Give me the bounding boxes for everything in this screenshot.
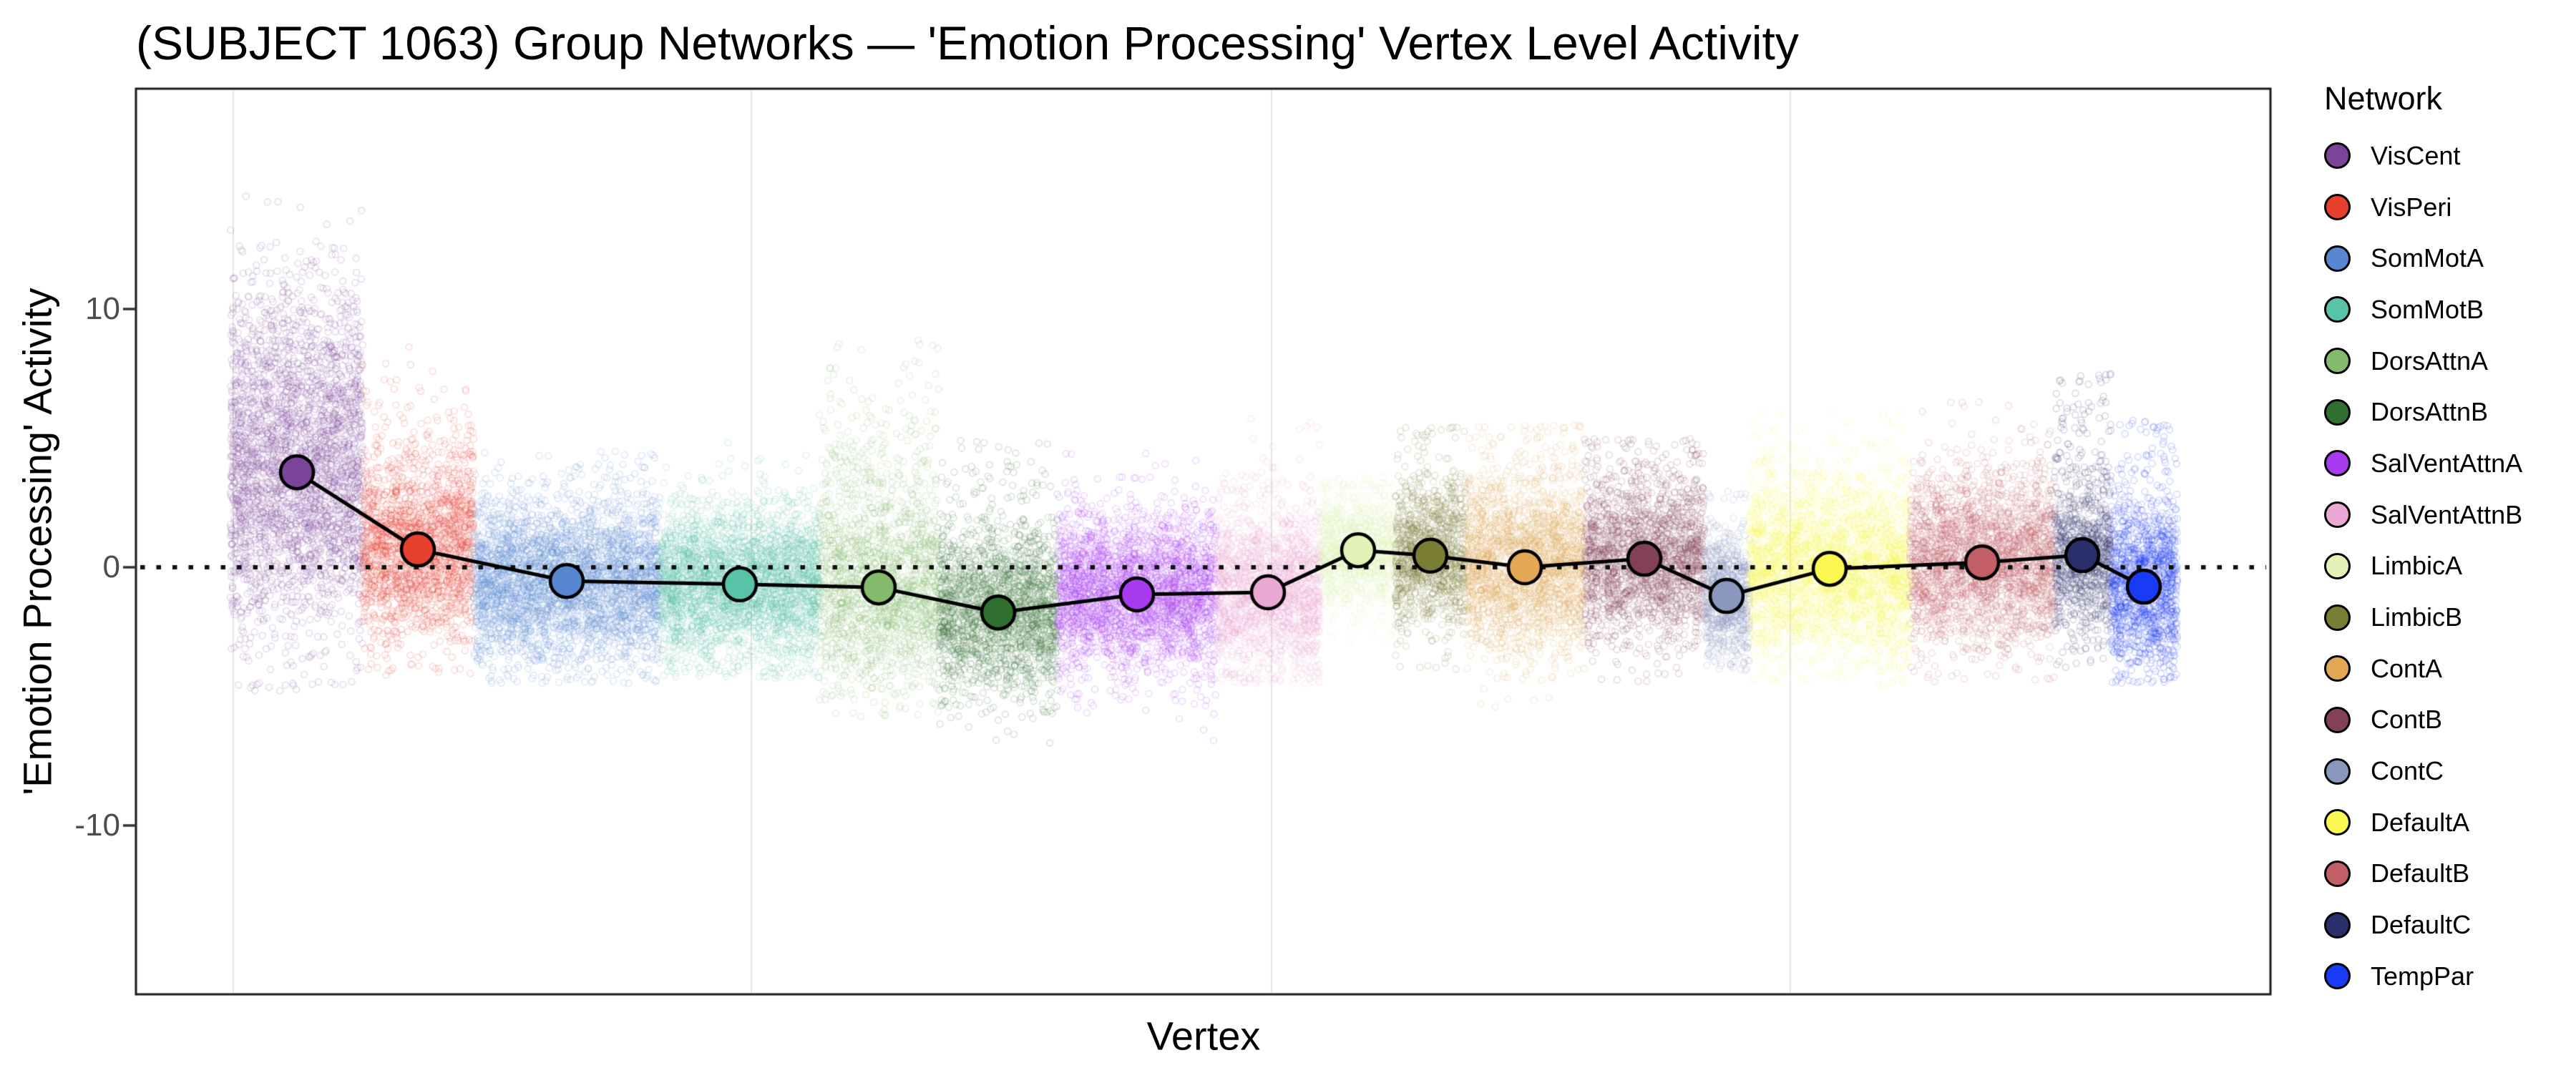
y-tick-label-10: 10 [85, 291, 120, 326]
legend-item-label: ContB [2371, 705, 2443, 735]
legend-item: VisPeri [2324, 182, 2522, 233]
legend-item: LimbicA [2324, 541, 2522, 592]
legend-swatch-icon [2324, 245, 2351, 272]
legend-item-label: SomMotA [2371, 243, 2484, 273]
legend-item: ContC [2324, 745, 2522, 797]
legend-swatch-icon [2324, 911, 2351, 939]
legend-item: SalVentAttnA [2324, 438, 2522, 489]
x-axis-title: Vertex [1146, 1013, 1261, 1059]
legend-item-label: VisPeri [2371, 192, 2452, 222]
legend-item-label: ContA [2371, 653, 2443, 683]
chart-title: (SUBJECT 1063) Group Networks — 'Emotion… [136, 16, 1799, 69]
legend-item: ContB [2324, 695, 2522, 746]
legend-item: DefaultB [2324, 848, 2522, 900]
legend-swatch-icon [2324, 296, 2351, 323]
legend-swatch-icon [2324, 552, 2351, 579]
legend-item: VisCent [2324, 130, 2522, 182]
legend-item-label: VisCent [2371, 140, 2461, 170]
legend-swatch-icon [2324, 758, 2351, 785]
legend-item: DefaultA [2324, 797, 2522, 848]
legend-item-label: SalVentAttnA [2371, 448, 2523, 478]
legend-swatch-icon [2324, 450, 2351, 477]
legend-list: VisCent VisPeri SomMotA SomMotB DorsAttn… [2324, 130, 2522, 1002]
legend-swatch-icon [2324, 655, 2351, 682]
legend-item-label: LimbicB [2371, 602, 2463, 632]
legend-item: TempPar [2324, 951, 2522, 1002]
legend-swatch-icon [2324, 398, 2351, 426]
y-axis-title: 'Emotion Processing' Activity [14, 288, 60, 795]
legend-swatch-icon [2324, 194, 2351, 221]
legend-swatch-icon [2324, 501, 2351, 529]
legend-swatch-icon [2324, 142, 2351, 170]
legend-item: SomMotB [2324, 284, 2522, 335]
legend-item: DorsAttnA [2324, 335, 2522, 387]
legend-item-label: LimbicA [2371, 551, 2463, 581]
legend-item-label: DorsAttnB [2371, 397, 2489, 427]
legend-swatch-icon [2324, 604, 2351, 631]
legend-item: DefaultC [2324, 899, 2522, 951]
legend-item: SalVentAttnB [2324, 489, 2522, 541]
legend-item-label: SalVentAttnB [2371, 499, 2523, 529]
legend-item-label: SomMotB [2371, 294, 2484, 324]
legend-item-label: ContC [2371, 756, 2444, 786]
legend-swatch-icon [2324, 348, 2351, 375]
legend-item-label: DefaultC [2371, 910, 2472, 940]
legend-swatch-icon [2324, 963, 2351, 990]
legend-item: ContA [2324, 643, 2522, 695]
legend-item-label: DefaultA [2371, 807, 2470, 837]
legend-item-label: DefaultB [2371, 858, 2470, 888]
legend-item: LimbicB [2324, 592, 2522, 643]
legend-item-label: DorsAttnA [2371, 346, 2489, 376]
legend-item-label: TempPar [2371, 961, 2474, 991]
legend-item: SomMotA [2324, 232, 2522, 284]
legend-title: Network [2324, 80, 2443, 117]
legend-swatch-icon [2324, 809, 2351, 836]
legend-swatch-icon [2324, 706, 2351, 733]
y-tick-label-neg10: -10 [74, 808, 120, 843]
legend: Network VisCent VisPeri SomMotA SomMotB … [2324, 80, 2522, 1002]
legend-swatch-icon [2324, 860, 2351, 887]
y-tick-label-0: 0 [102, 549, 120, 584]
legend-item: DorsAttnB [2324, 386, 2522, 438]
